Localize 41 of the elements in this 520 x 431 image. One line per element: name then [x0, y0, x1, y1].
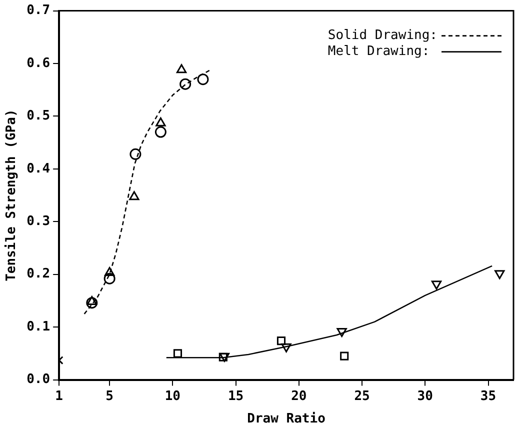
- point: [340, 352, 349, 360]
- x-tick-label: 20: [291, 388, 307, 404]
- point: [431, 280, 442, 290]
- point: [129, 191, 140, 200]
- x-tick-label: 25: [354, 388, 370, 404]
- point: [336, 328, 347, 338]
- point: [154, 126, 166, 138]
- point: [219, 352, 230, 362]
- y-tick-label: 0.7: [26, 3, 50, 18]
- y-tick-label: 0.6: [26, 56, 50, 71]
- y-tick-label: 0.4: [26, 161, 50, 176]
- y-tick-label: 0.3: [26, 214, 50, 230]
- x-tick-label: 5: [106, 388, 114, 404]
- point: [86, 297, 98, 309]
- point: [176, 64, 187, 74]
- point: [104, 272, 116, 284]
- y-axis-title: Tensile Strength (GPa): [4, 109, 20, 282]
- point: [218, 352, 228, 362]
- point: [281, 343, 292, 352]
- point: [104, 267, 115, 276]
- point: [180, 78, 192, 90]
- x-tick-label: 10: [164, 388, 181, 404]
- legend-label: Solid Drawing:: [328, 28, 438, 44]
- x-axis-title: Draw Ratio: [247, 412, 326, 427]
- legend-label: Melt Drawing:: [328, 44, 430, 60]
- y-tick-label: 0.2: [26, 266, 50, 282]
- point: [173, 349, 182, 358]
- y-tick-label: 0.0: [26, 372, 50, 388]
- point: [494, 270, 505, 280]
- point: [197, 74, 209, 86]
- point: [130, 148, 142, 160]
- line-series: [84, 69, 212, 315]
- x-tick-label: 1: [55, 388, 64, 404]
- x-tick-label: 15: [228, 388, 244, 404]
- x-tick-label: 30: [417, 388, 434, 404]
- point: [276, 336, 286, 346]
- point: [156, 117, 166, 126]
- y-tick-label: 0.5: [26, 108, 50, 124]
- y-tick-label: 0.1: [26, 319, 50, 334]
- x-tick-label: 35: [480, 388, 496, 404]
- point: [86, 296, 97, 306]
